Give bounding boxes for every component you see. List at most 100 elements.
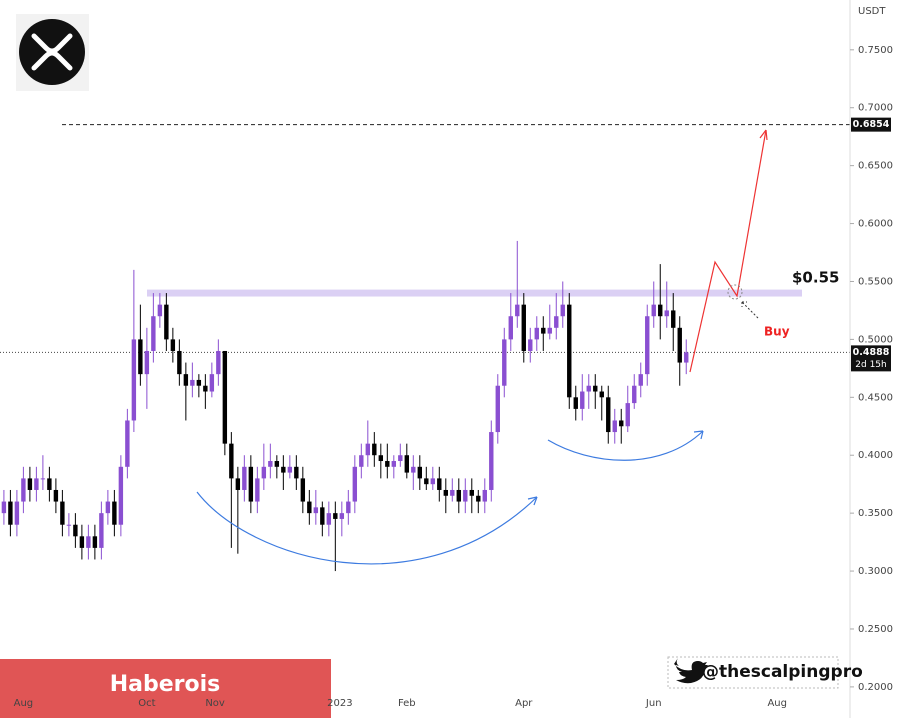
candle-body — [651, 304, 656, 317]
target-tag — [851, 117, 891, 132]
candle-body — [47, 478, 52, 490]
unit-label: USDT — [858, 6, 886, 17]
candle-body — [242, 466, 247, 490]
handle: @thescalpingpro — [702, 662, 863, 682]
candle-body — [469, 489, 474, 496]
candle-body — [320, 507, 325, 525]
watermark-banner — [0, 659, 331, 718]
candle-body — [437, 478, 442, 490]
candle-body — [645, 316, 650, 375]
candle-body — [294, 466, 299, 479]
resistance-label: $0.55 — [792, 269, 839, 287]
price-label: 0.4888 — [853, 347, 890, 358]
candle-body — [443, 489, 448, 496]
candle-body — [300, 478, 306, 502]
x-tick-label: Apr — [515, 698, 533, 709]
candle-body — [261, 466, 267, 479]
candle-body — [326, 513, 332, 525]
candle-body — [541, 327, 546, 334]
target-label: 0.6854 — [853, 119, 890, 130]
candle-body — [489, 432, 494, 490]
candle-body — [385, 461, 390, 467]
candle-body — [625, 403, 630, 427]
y-tick-label: 0.4500 — [858, 392, 893, 403]
candle-body — [476, 495, 481, 502]
candle-body — [573, 397, 578, 409]
buy-circle — [727, 284, 743, 300]
candle-body — [671, 310, 676, 328]
projection-arrow — [759, 129, 768, 141]
candle-body — [40, 478, 46, 480]
candle-body — [378, 455, 384, 462]
candle-body — [14, 501, 20, 525]
candle-body — [209, 374, 215, 392]
candle-body — [177, 350, 182, 375]
candle-body — [190, 379, 195, 386]
candle-body — [619, 420, 624, 427]
candle-body — [424, 478, 429, 485]
candle-body — [593, 385, 598, 392]
plot-area — [0, 124, 850, 572]
candle-body — [53, 489, 59, 502]
buy-arrow — [741, 301, 759, 319]
y-tick-label: 0.7000 — [858, 103, 893, 114]
candle-body — [73, 524, 78, 537]
candle-body — [372, 443, 377, 456]
projection-line — [689, 129, 767, 373]
y-tick-label: 0.2500 — [858, 624, 893, 635]
watermark: Haberois — [110, 672, 221, 697]
candle-body — [508, 316, 513, 340]
x-tick-label: Aug — [767, 698, 787, 709]
candle-body — [554, 316, 559, 328]
candle-body — [92, 536, 98, 548]
y-tick-label: 0.3000 — [858, 566, 893, 577]
candle-body — [684, 352, 689, 363]
candle-body — [528, 339, 533, 351]
candle-body — [21, 478, 26, 502]
x-tick-label: Oct — [138, 698, 155, 709]
candle-body — [599, 391, 604, 398]
candle-body — [79, 536, 85, 548]
candle-body — [131, 339, 137, 421]
candle-body — [313, 507, 319, 514]
candle-body — [515, 304, 520, 317]
bird-icon — [674, 658, 708, 684]
candle-body — [307, 501, 312, 514]
candle-body — [274, 461, 280, 467]
x-tick-label: Jun — [645, 698, 662, 709]
candle-body — [612, 420, 617, 433]
candle-body — [118, 466, 124, 525]
candle-body — [463, 489, 468, 502]
candle-body — [365, 443, 371, 456]
logo-x — [31, 33, 73, 71]
candle-body — [560, 304, 565, 317]
candle-body — [1, 501, 7, 514]
candle-body — [151, 316, 156, 351]
arc-arrow — [527, 496, 538, 506]
candle-body — [456, 489, 461, 502]
candle-body — [404, 455, 410, 473]
candle-body — [138, 339, 143, 375]
candle-body — [248, 466, 254, 502]
y-tick-label: 0.4000 — [858, 450, 893, 461]
candle-body — [235, 478, 241, 490]
candle-body — [411, 466, 416, 473]
candle-body — [391, 461, 397, 467]
candle-body — [222, 350, 228, 444]
candle-body — [105, 501, 111, 514]
candle-body — [346, 501, 351, 514]
arc — [547, 430, 704, 461]
candle-body — [567, 304, 572, 398]
y-tick-label: 0.5500 — [858, 276, 893, 287]
candle-body — [586, 385, 591, 392]
candle-body — [664, 310, 669, 317]
candle-body — [8, 501, 13, 525]
candle-body — [398, 455, 403, 462]
candle-body — [352, 466, 358, 502]
candle-body — [658, 304, 663, 317]
arc — [196, 491, 538, 565]
axis-group: 0.2000 0.2500 0.3000 0.3500 0.4000 0.4500 0.50… — [850, 45, 893, 693]
candle-body — [534, 327, 539, 340]
y-tick-label: 0.6500 — [858, 161, 893, 172]
candle-body — [66, 524, 72, 526]
